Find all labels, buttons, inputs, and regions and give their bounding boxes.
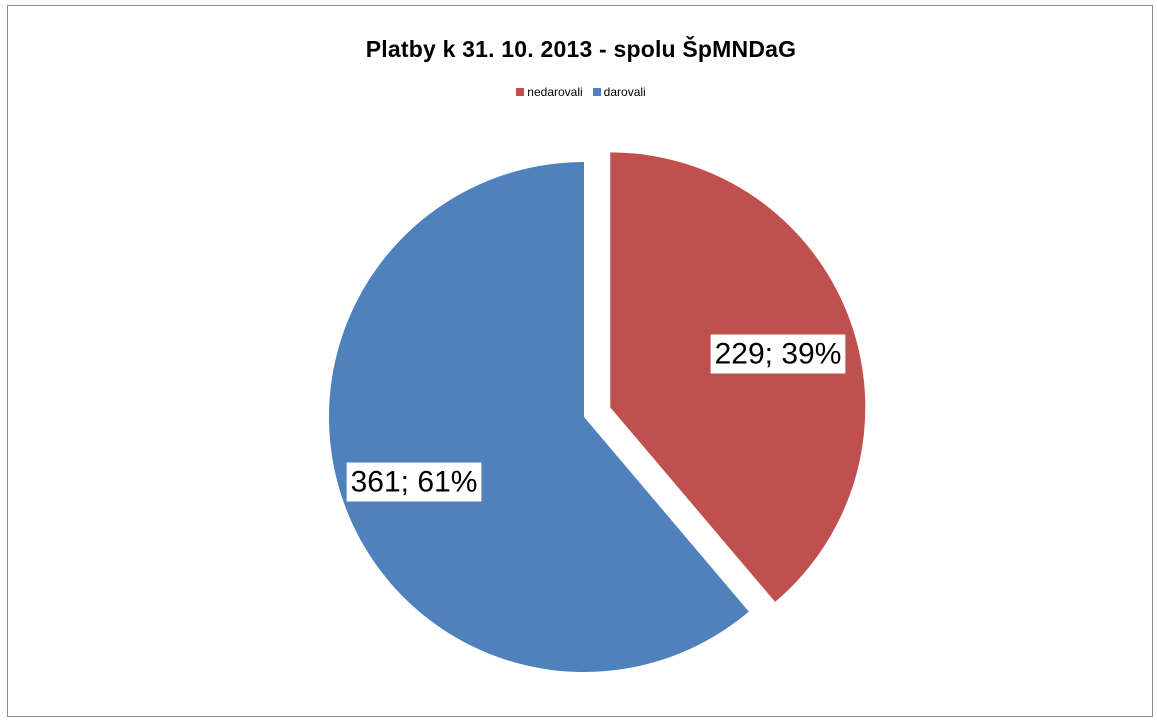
data-label-nedarovali: 229; 39% — [710, 334, 846, 374]
legend-item-nedarovali: nedarovali — [516, 85, 583, 99]
chart-title: Platby k 31. 10. 2013 - spolu ŠpMNDaG — [365, 36, 797, 62]
legend-swatch-nedarovali — [516, 88, 525, 96]
chart-legend: nedarovali darovali — [8, 85, 1154, 99]
legend-label-nedarovali: nedarovali — [527, 85, 583, 99]
data-label-text-nedarovali: 229; 39% — [715, 338, 842, 371]
data-label-darovali: 361; 61% — [346, 462, 482, 502]
legend-label-darovali: darovali — [603, 85, 646, 99]
data-label-bg-nedarovali — [710, 334, 846, 374]
legend-item-darovali: darovali — [592, 85, 646, 99]
data-label-bg-darovali — [346, 462, 482, 502]
pie-slice-darovali — [329, 162, 749, 672]
data-label-text-darovali: 361; 61% — [351, 466, 478, 499]
legend-swatch-darovali — [592, 88, 601, 96]
pie-slice-nedarovali — [610, 152, 866, 602]
